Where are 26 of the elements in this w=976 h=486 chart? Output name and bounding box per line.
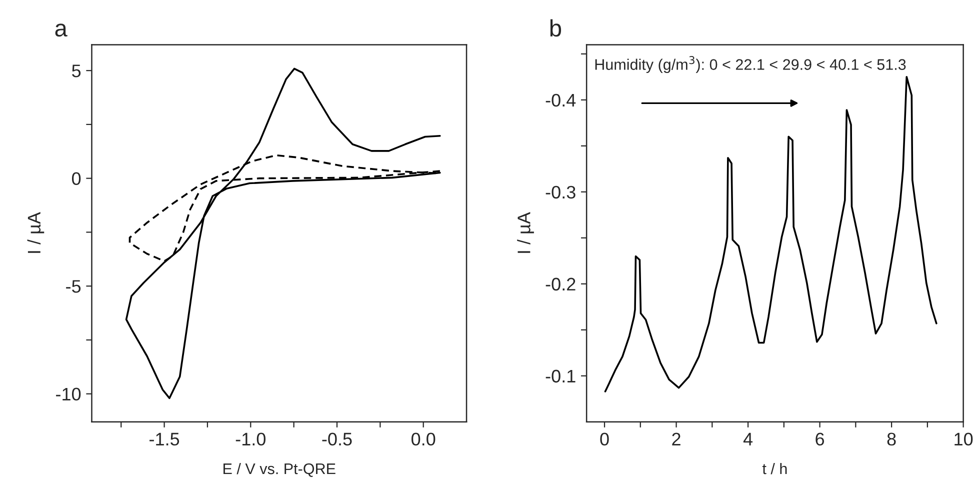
y-axis-title: I / µA (517, 212, 534, 253)
line-series (604, 76, 938, 392)
y-tick-label: -5 (66, 280, 81, 293)
x-tick-label: -0.5 (322, 432, 352, 446)
x-tick-label: -1.0 (236, 432, 266, 446)
chart-title: b (550, 19, 562, 37)
x-tick-label: 8 (887, 432, 896, 446)
y-tick-label: -0.3 (546, 186, 576, 199)
x-tick-label: 2 (672, 432, 680, 446)
x-axis-title: E / V vs. Pt-QRE (224, 462, 336, 477)
y-tick-label: -0.2 (546, 278, 576, 291)
y-tick-label: -10 (56, 388, 81, 401)
y-axis-title: I / µA (27, 212, 44, 253)
x-tick-label: 0 (600, 432, 609, 446)
y-tick-label: -0.4 (546, 94, 576, 107)
x-tick-label: 0.0 (412, 432, 436, 446)
x-tick-label: 10 (954, 432, 973, 446)
chart-title: a (55, 24, 68, 37)
y-tick-label: 5 (72, 64, 81, 78)
y-tick-label: 0 (72, 172, 81, 186)
x-axis-title: t / h (762, 462, 787, 474)
y-tick-label: -0.1 (546, 370, 576, 383)
annotation: Humidity (g/m$^{3}$): 0 < 22.1 < 29.9 < 40.1 < 51.3 (595, 56, 906, 73)
x-tick-label: 6 (816, 432, 824, 446)
x-tick-label: 4 (743, 432, 753, 446)
x-tick-label: -1.5 (150, 432, 180, 446)
